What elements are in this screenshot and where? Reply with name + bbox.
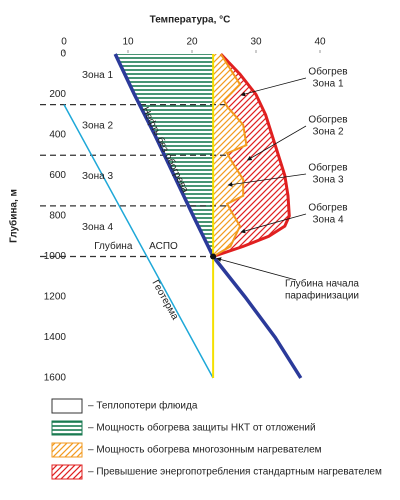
x-tick-label: 40 [314,37,326,48]
y-axis-title: Глубина, м [8,189,20,243]
heating-label: Зона 3 [312,175,343,186]
y-tick-label: 200 [49,89,66,100]
paraffin-label: парафинизации [285,290,359,302]
legend-label: – Мощность обогрева защиты НКТ от отложе… [88,422,316,434]
zone-label: Зона 3 [82,171,113,182]
series-line [63,104,214,379]
legend-label: – Превышение энергопотребления стандартн… [88,466,382,478]
legend-label: – Теплопотери флюида [88,400,198,412]
y-tick-label: 1600 [44,373,67,384]
paraffin-point [210,253,217,260]
area-standard-excess [213,54,290,257]
heating-label: Зона 2 [312,127,343,138]
y-tick-label: 400 [49,130,66,141]
x-tick-label: 30 [250,37,262,48]
paraffin-label: Глубина начала [285,278,359,290]
series-line [212,53,248,258]
legend-swatch [51,464,83,480]
heating-label: Зона 1 [312,79,343,90]
heating-label: Обогрев [308,66,347,78]
y-tick-label: 600 [49,170,66,181]
y-tick-label: 800 [49,211,66,222]
series-line [113,53,303,379]
x-axis-title: Температура, °C [150,15,231,26]
pointer-arrow [246,125,307,161]
x-tick-label: 0 [61,37,67,48]
x-tick-label: 20 [186,37,198,48]
legend-swatch [51,442,83,458]
pointer-arrow [227,173,307,187]
y-tick-label: 0 [60,49,66,60]
series-line [212,52,291,258]
y-tick-label: 1200 [44,292,67,303]
legend-label: – Мощность обогрева многозонным нагреват… [88,444,322,456]
pointer-arrow [216,257,297,281]
heating-label: Обогрев [308,202,347,214]
heating-label: Обогрев [308,114,347,126]
heating-label: Зона 4 [312,215,343,226]
heating-label: Обогрев [308,162,347,174]
legend-swatch [51,420,83,436]
zone-label: Зона 1 [82,70,113,81]
series-label: Геотерма [149,278,180,322]
legend-swatch [51,398,83,414]
y-tick-label: 1400 [44,332,67,343]
x-tick-label: 10 [122,37,134,48]
zone-label: Зона 4 [82,222,113,233]
pointer-arrow [240,213,307,234]
aspo-label: Глубина АСПО [94,240,178,252]
pointer-arrow [240,77,307,97]
zone-label: Зона 2 [82,121,113,132]
